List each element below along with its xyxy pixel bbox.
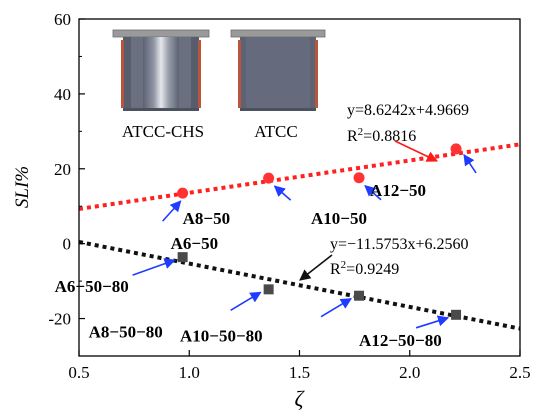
annotation-arrow: [273, 185, 292, 201]
x-axis-label: ζ: [295, 386, 306, 411]
y-tick-label: 0: [63, 235, 72, 254]
black-fit-equation: y=−11.5753x+6.2560 R2=0.9249: [299, 236, 468, 281]
red-fit-arrow: [394, 140, 439, 162]
point-label: A10−50: [311, 209, 367, 228]
red-fit-r2-prefix: R: [347, 128, 358, 145]
black-fit-arrow: [299, 254, 333, 281]
x-tick-label: 0.5: [68, 363, 89, 382]
red-data-point: [177, 187, 189, 199]
gray-data-point: [354, 290, 365, 301]
y-tick-label: 60: [54, 10, 71, 29]
gray-data-point: [263, 284, 274, 295]
point-label: A8−50−80: [89, 322, 163, 341]
x-axis: 0.5 1.0 1.5 2.0 2.5: [68, 350, 531, 382]
y-axis: -20 0 20 40 60: [48, 10, 85, 357]
red-fit-r2: R2=0.8816: [347, 126, 416, 145]
y-axis-label: SLI%: [12, 166, 33, 208]
inset-label-atcc: ATCC: [254, 122, 297, 141]
atcc-chs-specimen-image: [112, 29, 210, 111]
point-label: A8−50: [183, 209, 230, 228]
fit-lines: [78, 142, 521, 331]
black-fit-r2-prefix: R: [330, 261, 341, 278]
red-data-point: [353, 172, 365, 184]
gray-data-point: [177, 252, 188, 263]
black-fit-equation-text: y=−11.5753x+6.2560: [330, 236, 468, 253]
annotation-arrow: [230, 291, 262, 312]
red-data-point: [263, 172, 275, 184]
red-fit-r2-sup: 2: [358, 126, 364, 138]
black-fit-r2-value: =0.9249: [346, 261, 399, 278]
y-tick-label: -20: [48, 310, 71, 329]
annotation-arrow: [320, 298, 352, 318]
point-label: A6−50: [171, 234, 218, 253]
red-fit-equation-text: y=8.6242x+4.9669: [347, 102, 469, 119]
red-fit-equation: y=8.6242x+4.9669 R2=0.8816: [347, 102, 469, 162]
black-fit-r2-sup: 2: [341, 259, 347, 271]
gray-data-point: [451, 309, 462, 320]
point-label: A12−50: [370, 181, 426, 200]
x-tick-label: 1.0: [179, 363, 200, 382]
x-tick-label: 2.5: [509, 363, 530, 382]
y-tick-label: 40: [54, 85, 71, 104]
point-label: A12−50−80: [359, 331, 442, 350]
annotation-arrow: [364, 185, 382, 201]
inset-label-atcc-chs: ATCC-CHS: [122, 122, 204, 141]
red-fit-line: [78, 142, 521, 211]
annotation-arrow: [162, 200, 182, 222]
data-points: [177, 143, 462, 320]
x-tick-label: 2.0: [399, 363, 420, 382]
annotation-arrow: [463, 154, 477, 174]
point-label: A6−50−80: [55, 277, 129, 296]
black-fit-line: [78, 239, 521, 331]
red-data-point: [450, 143, 462, 155]
atcc-specimen-image: [230, 29, 326, 111]
point-label: A10−50−80: [180, 327, 263, 346]
x-tick-label: 1.5: [289, 363, 310, 382]
annotation-arrow: [415, 315, 450, 329]
red-fit-r2-value: =0.8816: [363, 128, 416, 145]
specimen-illustration: ATCC-CHS ATCC: [112, 29, 326, 141]
black-fit-r2: R2=0.9249: [330, 259, 399, 278]
y-tick-label: 20: [54, 160, 71, 179]
annotation-arrow: [132, 258, 176, 276]
